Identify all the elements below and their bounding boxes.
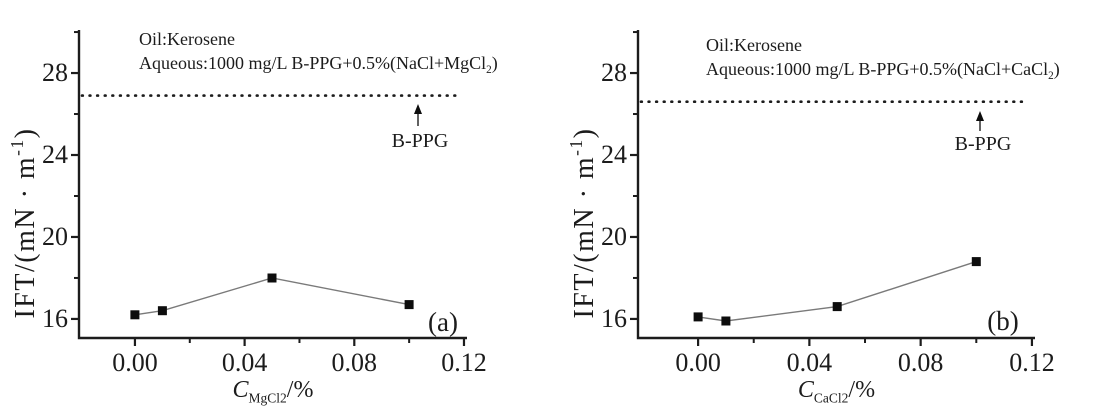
panel-a: 16 20 24 28 0.00 0.04 0.08 0.12 IFT/(mN · m-1) CM… [7, 29, 498, 406]
data-point-marker [267, 273, 277, 283]
y-axis-title: IFT/(mN · m-1) [7, 127, 41, 318]
y-tick-label: 24 [601, 140, 627, 169]
data-point-marker [721, 316, 731, 326]
data-point-marker [157, 306, 167, 316]
y-tick-label: 24 [42, 140, 68, 169]
y-tick-label: 20 [42, 222, 68, 251]
x-tick-label: 0.04 [222, 348, 268, 377]
ref-line-label: B-PPG [955, 133, 1012, 155]
axis-frame [636, 30, 1035, 340]
x-tick-label: 0.12 [441, 348, 487, 377]
series-line [697, 260, 977, 322]
y-tick-label: 28 [601, 58, 627, 87]
y-tick-label: 20 [601, 222, 627, 251]
y-tick-label: 16 [601, 304, 627, 333]
series-line [134, 277, 410, 316]
annotation-line: Oil:Kerosene [139, 29, 235, 49]
y-tick-label: 28 [42, 58, 68, 87]
data-point-marker [404, 300, 414, 310]
annotation-line: Aqueous:1000 mg/L B-PPG+0.5%(NaCl+MgCl2) [139, 53, 498, 76]
data-point-marker [693, 312, 703, 322]
x-tick-label: 0.12 [1009, 348, 1055, 377]
x-tick-label: 0.08 [898, 348, 944, 377]
annotation-line: Aqueous:1000 mg/L B-PPG+0.5%(NaCl+CaCl2) [706, 59, 1060, 82]
panel-label: (a) [428, 307, 458, 337]
panel-label: (b) [987, 306, 1018, 336]
ref-arrow-head [976, 111, 984, 121]
data-point-marker [130, 310, 140, 320]
panel-b: 16 20 24 28 0.00 0.04 0.08 0.12 IFT/(mN · m-1) CC… [566, 30, 1060, 406]
x-tick-label: 0.00 [112, 348, 158, 377]
x-axis-title: CCaCl2/% [798, 377, 875, 406]
y-axis-title: IFT/(mN · m-1) [566, 127, 600, 318]
x-tick-label: 0.04 [787, 348, 833, 377]
data-point-marker [971, 257, 981, 267]
y-tick-label: 16 [42, 304, 68, 333]
annotation-line: Oil:Kerosene [706, 35, 802, 55]
axis-frame [77, 30, 467, 340]
ref-line-label: B-PPG [392, 130, 449, 152]
x-tick-label: 0.00 [675, 348, 721, 377]
data-point-marker [832, 302, 842, 312]
x-tick-label: 0.08 [332, 348, 378, 377]
x-axis-title: CMgCl2/% [233, 377, 314, 406]
ref-arrow-head [414, 104, 422, 114]
